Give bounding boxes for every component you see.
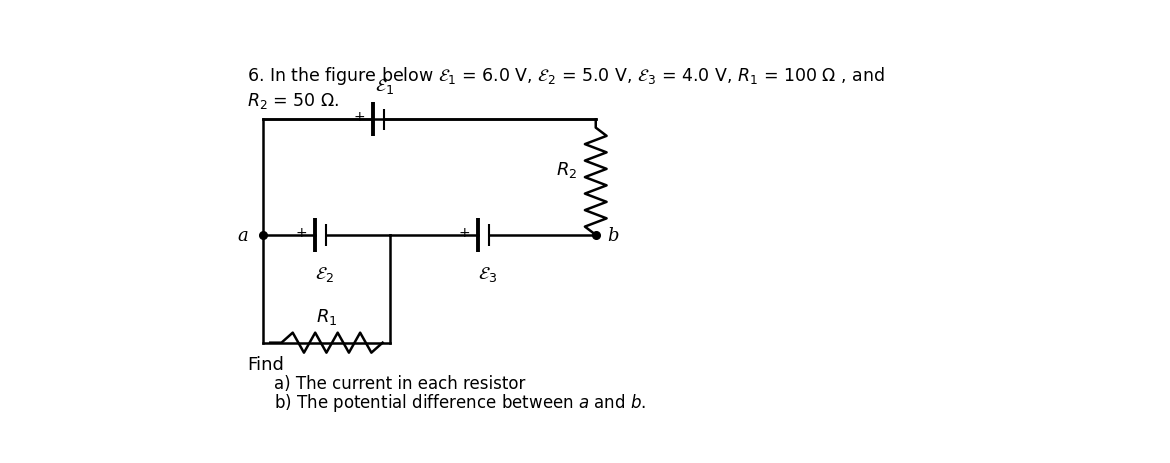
Text: +: + bbox=[296, 225, 307, 239]
Text: +: + bbox=[353, 110, 365, 124]
Text: b) The potential difference between $a$ and $b$.: b) The potential difference between $a$ … bbox=[274, 391, 647, 413]
Text: b: b bbox=[607, 226, 619, 244]
Text: a) The current in each resistor: a) The current in each resistor bbox=[274, 375, 525, 393]
Text: $\mathcal{E}_1$: $\mathcal{E}_1$ bbox=[376, 76, 394, 95]
Text: +: + bbox=[459, 225, 470, 239]
Text: 6. In the figure below $\mathcal{E}_1$ = 6.0 V, $\mathcal{E}_2$ = 5.0 V, $\mathc: 6. In the figure below $\mathcal{E}_1$ =… bbox=[247, 64, 885, 87]
Text: $R_2$ = 50 $\Omega$.: $R_2$ = 50 $\Omega$. bbox=[247, 91, 339, 111]
Text: $R_2$: $R_2$ bbox=[556, 160, 577, 180]
Text: $R_1$: $R_1$ bbox=[316, 306, 337, 326]
Text: $\mathcal{E}_3$: $\mathcal{E}_3$ bbox=[477, 264, 497, 283]
Text: $\mathcal{E}_2$: $\mathcal{E}_2$ bbox=[315, 264, 333, 283]
Text: a: a bbox=[238, 226, 248, 244]
Text: Find: Find bbox=[247, 356, 284, 374]
